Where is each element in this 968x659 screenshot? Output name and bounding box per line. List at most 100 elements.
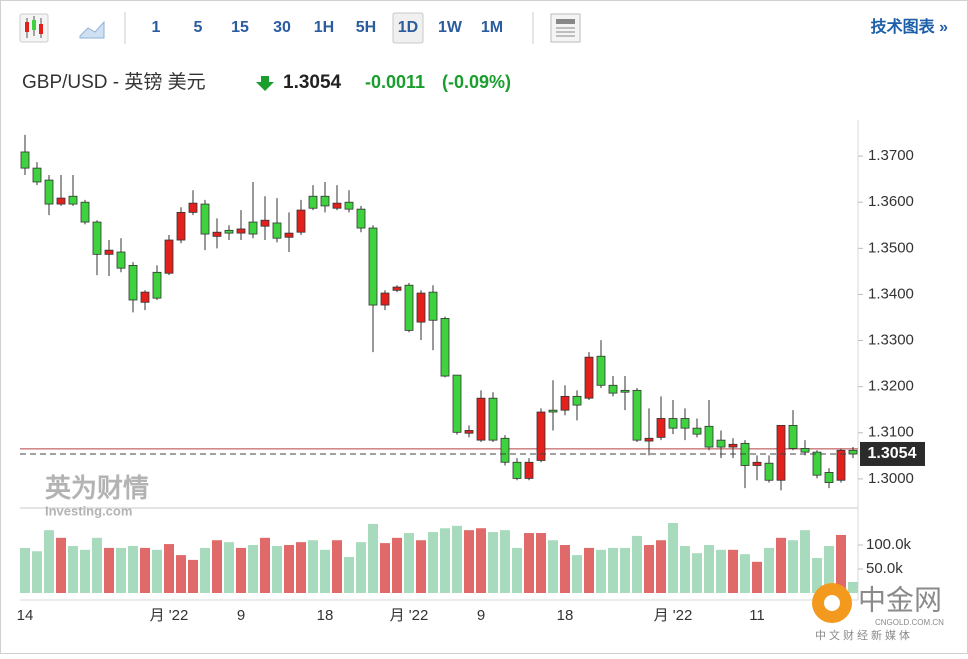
volume-bar: [632, 535, 642, 593]
candle-body: [20, 151, 30, 169]
interval-button[interactable]: 5H: [356, 19, 376, 36]
x-tick-label: 月 '22: [654, 607, 693, 624]
candle-body: [728, 443, 738, 448]
volume-bar: [260, 537, 270, 593]
volume-bar: [680, 545, 690, 593]
candle-body: [464, 430, 474, 434]
candle-body: [836, 449, 846, 481]
candle-body: [848, 449, 858, 455]
y-tick-label: 1.3200: [868, 378, 914, 395]
y-tick-label: 1.3000: [868, 470, 914, 487]
volume-bar: [836, 534, 846, 593]
interval-button[interactable]: 1M: [481, 19, 503, 36]
volume-bar: [584, 547, 594, 593]
logo-name: 中金网: [858, 584, 942, 615]
y2-tick-label: 100.0k: [866, 536, 912, 553]
volume-bar: [776, 537, 786, 593]
volume-bar: [668, 522, 678, 593]
volume-bar: [536, 533, 546, 593]
candle-body: [188, 202, 198, 213]
volume-bar: [428, 532, 438, 593]
volume-bar: [140, 547, 150, 593]
volume-bar: [152, 549, 162, 593]
y-tick-label: 1.3700: [868, 147, 914, 164]
interval-button[interactable]: 1D: [398, 19, 418, 36]
line-icon[interactable]: [79, 20, 105, 39]
candle-body: [692, 427, 702, 435]
logo-mark: [824, 595, 840, 611]
volume-bar: [212, 540, 222, 593]
candle-body: [236, 228, 246, 234]
volume-bar: [80, 549, 90, 593]
interval-button[interactable]: 1W: [438, 19, 463, 36]
plot: [20, 134, 858, 593]
candle-body: [92, 221, 102, 255]
interval-button[interactable]: 30: [273, 19, 291, 36]
candle-body: [644, 437, 654, 442]
candle-icon[interactable]: [19, 13, 49, 43]
candle-body: [296, 209, 306, 233]
x-tick-label: 9: [237, 607, 245, 624]
candle-body: [560, 395, 570, 411]
candle-body: [452, 374, 462, 433]
volume-bar: [812, 557, 822, 593]
candle-body: [824, 472, 834, 483]
tech-chart-link[interactable]: 技术图表 »: [871, 17, 948, 36]
interval-button[interactable]: 5: [194, 19, 203, 36]
volume-bar: [440, 528, 450, 593]
volume-bar: [104, 547, 114, 593]
candle-body: [440, 318, 450, 377]
candle-body: [140, 291, 150, 303]
candle-body: [536, 411, 546, 461]
candle-body: [200, 203, 210, 235]
candle-body: [716, 439, 726, 448]
x-tick-label: 月 '22: [150, 607, 189, 624]
candle-body: [428, 291, 438, 321]
volume-bar: [188, 559, 198, 593]
volume-bar: [464, 530, 474, 593]
panel-icon[interactable]: [550, 13, 581, 43]
volume-bar: [92, 537, 102, 593]
volume-bar: [620, 547, 630, 593]
volume-bar: [848, 581, 858, 593]
volume-bar: [44, 530, 54, 593]
candle-body: [332, 202, 342, 209]
interval-button[interactable]: 15: [231, 19, 249, 36]
selected-box: [392, 12, 424, 44]
candle-body: [548, 409, 558, 413]
interval-button[interactable]: 1: [152, 19, 161, 36]
volume-bar: [164, 544, 174, 593]
volume-bar: [704, 545, 714, 593]
volume-bar: [200, 547, 210, 593]
x-tick-label: 9: [477, 607, 485, 624]
volume-bar: [116, 547, 126, 593]
volume-bar: [800, 530, 810, 593]
interval-button[interactable]: 1H: [314, 19, 334, 36]
candle-body: [344, 201, 354, 210]
candle-body: [68, 195, 78, 205]
candle-body: [260, 219, 270, 227]
candle-body: [668, 418, 678, 429]
volume-bar: [368, 523, 378, 593]
volume-bar: [548, 540, 558, 593]
y-tick-label: 1.3500: [868, 239, 914, 256]
volume-bar: [236, 547, 246, 593]
candle-body: [476, 397, 486, 441]
candle-body: [272, 222, 282, 239]
candle-body: [248, 221, 258, 235]
candle-body: [224, 229, 234, 234]
candle-body: [32, 167, 42, 183]
volume-bar: [596, 549, 606, 593]
candle-body: [704, 425, 714, 448]
volume-bar: [272, 545, 282, 593]
candle-body: [656, 418, 666, 438]
volume-bar: [476, 528, 486, 593]
volume-bar: [764, 547, 774, 593]
volume-bar: [608, 547, 618, 593]
volume-bar: [308, 540, 318, 593]
volume-bar: [320, 549, 330, 593]
candle-body: [128, 264, 138, 301]
candle-body: [176, 211, 186, 241]
change: -0.0011: [365, 72, 425, 92]
candle-body: [44, 179, 54, 205]
